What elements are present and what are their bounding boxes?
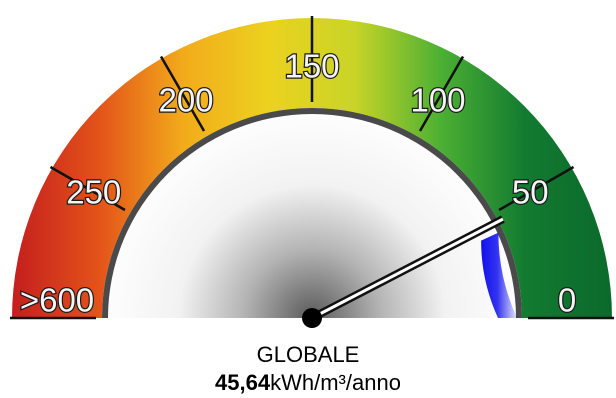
gauge-ticks xyxy=(10,16,614,320)
tick-label-6: 0 xyxy=(558,282,576,319)
tick-label-2: 200 xyxy=(158,81,213,118)
gauge-value-readout: 45,64kWh/m³/anno xyxy=(0,370,616,396)
needle-hub xyxy=(302,308,322,328)
gauge-needle xyxy=(302,215,505,328)
tick-mark-100 xyxy=(418,55,465,132)
gauge-unit: kWh/m³/anno xyxy=(270,370,401,395)
value-band-fill xyxy=(481,232,517,318)
tick-label-5: 50 xyxy=(512,174,549,211)
tick-mark-250 xyxy=(49,165,126,212)
gauge-title: GLOBALE xyxy=(256,342,360,367)
needle-shaft xyxy=(311,217,504,320)
value-band xyxy=(481,232,517,318)
tick-label-4: 100 xyxy=(410,81,465,118)
tick-mark-50 xyxy=(498,165,575,212)
tick-label-1: 250 xyxy=(66,174,121,211)
tick-label-0: >600 xyxy=(20,282,94,319)
gauge-tick-labels: >600 250 200 150 100 50 0 xyxy=(19,46,578,319)
gauge-value: 45,64 xyxy=(215,370,271,395)
gauge-arc-band xyxy=(12,18,612,318)
gauge-color-arc xyxy=(12,18,612,318)
tick-mark-200 xyxy=(159,55,206,132)
tick-label-3: 150 xyxy=(284,48,339,85)
